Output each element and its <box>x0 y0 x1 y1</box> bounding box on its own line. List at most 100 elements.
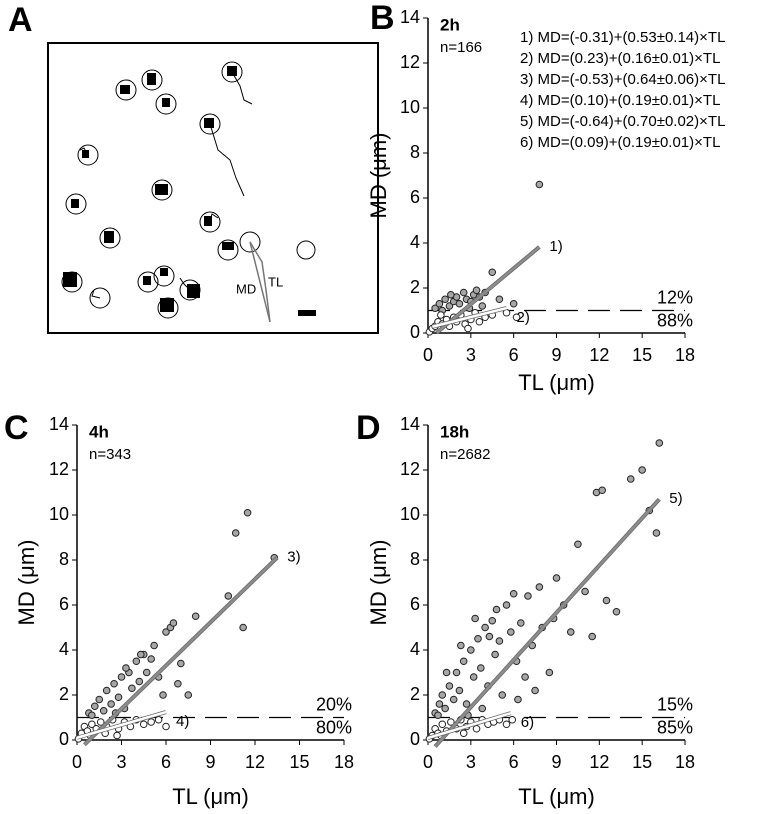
x-axis-label: TL (μm) <box>172 784 249 809</box>
chart-subtitle: n=2682 <box>440 446 490 463</box>
x-tick-label: 15 <box>289 752 309 772</box>
y-tick-label: 8 <box>410 142 420 162</box>
data-point <box>174 679 182 688</box>
data-point <box>147 655 155 663</box>
cell-bodies <box>63 66 316 316</box>
chart-title: 18h <box>440 422 469 441</box>
x-axis-label: TL (μm) <box>518 784 595 809</box>
y-tick-label: 6 <box>59 594 69 614</box>
data-point <box>498 691 507 699</box>
x-tick-label: 15 <box>632 752 652 772</box>
data-point <box>162 722 170 731</box>
y-tick-label: 2 <box>59 684 69 704</box>
y-tick-label: 10 <box>400 97 420 117</box>
data-point <box>472 724 481 733</box>
data-point <box>467 646 475 654</box>
data-point <box>102 686 111 695</box>
data-point <box>445 302 454 310</box>
scatter-panel: C 0 2 4 6 8 10 12 14 0 3 6 9 12 15 18 TL (μm) MD (μm) 4h n=… <box>4 409 354 809</box>
data-point <box>588 632 596 641</box>
md-annotation: MD <box>236 281 256 296</box>
data-point <box>512 313 521 322</box>
x-tick-label: 18 <box>675 345 695 365</box>
data-point <box>159 691 167 699</box>
scatter-panel: D 0 2 4 6 8 10 12 14 0 3 6 9 12 15 18 TL (μm) MD (μm) 18h n… <box>356 409 695 809</box>
panel-label: C <box>4 409 29 447</box>
data-point <box>502 601 511 609</box>
data-point <box>492 605 501 614</box>
y-axis-label: MD (μm) <box>366 133 391 219</box>
y-tick-label: 8 <box>410 549 420 569</box>
threshold-below: 80% <box>316 717 352 737</box>
y-tick-label: 12 <box>400 459 420 479</box>
data-point <box>438 691 447 699</box>
y-tick-label: 2 <box>410 684 420 704</box>
data-point <box>638 466 646 474</box>
data-point <box>455 686 464 695</box>
fit-line <box>83 556 279 746</box>
scatter-panel: B 0 2 4 6 8 10 12 14 0 3 6 9 12 15 18 TL (μm) MD (μm) 2h n=… <box>366 0 726 395</box>
fit-equation: 3) MD=(-0.53)+(0.64±0.06)×TL <box>520 71 725 88</box>
panel-label: B <box>370 0 395 37</box>
x-tick-label: 12 <box>589 345 609 365</box>
fit-equation: 2) MD=(0.23)+(0.16±0.01)×TL <box>520 50 720 67</box>
y-tick-label: 10 <box>400 504 420 524</box>
threshold-above: 15% <box>657 694 693 714</box>
x-tick-label: 18 <box>675 752 695 772</box>
chart-title: 2h <box>440 15 460 34</box>
data-point <box>552 574 561 582</box>
data-point <box>435 299 444 308</box>
data-point <box>231 529 240 537</box>
chart-subtitle: n=343 <box>89 446 131 463</box>
data-point <box>524 592 532 600</box>
data-point <box>447 718 455 726</box>
x-tick-label: 6 <box>509 345 519 365</box>
y-tick-label: 12 <box>400 52 420 72</box>
x-tick-label: 6 <box>161 752 171 772</box>
y-tick-label: 12 <box>49 459 69 479</box>
x-tick-label: 3 <box>466 345 476 365</box>
threshold-above: 20% <box>316 694 352 714</box>
data-point <box>502 720 511 729</box>
x-tick-label: 12 <box>589 752 609 772</box>
data-point <box>598 486 606 495</box>
y-tick-label: 14 <box>49 414 69 434</box>
data-point <box>509 299 518 308</box>
data-point <box>99 706 108 715</box>
data-point <box>469 673 478 681</box>
data-point <box>581 587 589 596</box>
data-point <box>113 731 121 740</box>
data-point <box>574 540 582 549</box>
panel-label: A <box>8 1 33 39</box>
data-point <box>434 711 442 720</box>
data-point <box>452 668 461 677</box>
data-point <box>445 682 454 690</box>
data-point <box>162 628 170 636</box>
data-point <box>462 700 471 708</box>
chart-title: 4h <box>89 422 109 441</box>
data-point <box>177 659 185 668</box>
data-point <box>139 720 148 729</box>
data-point <box>535 180 544 189</box>
data-point <box>136 650 145 659</box>
data-point <box>447 290 455 299</box>
data-point <box>114 693 123 702</box>
x-tick-label: 9 <box>551 345 561 365</box>
data-point <box>154 715 163 724</box>
x-tick-label: 0 <box>423 345 433 365</box>
data-point <box>491 650 499 659</box>
y-tick-label: 0 <box>410 322 420 342</box>
fit-equation: 4) MD=(0.10)+(0.19±0.01)×TL <box>520 92 720 109</box>
y-tick-label: 0 <box>410 729 420 749</box>
data-point <box>435 700 444 708</box>
threshold-below: 85% <box>657 717 693 737</box>
data-point <box>95 695 104 704</box>
data-point <box>488 268 497 277</box>
data-point <box>184 691 193 699</box>
y-tick-label: 4 <box>59 639 69 659</box>
data-point <box>475 317 484 326</box>
y-tick-label: 14 <box>400 414 420 434</box>
data-point <box>96 718 105 726</box>
data-point <box>471 614 479 623</box>
data-point <box>457 641 465 650</box>
